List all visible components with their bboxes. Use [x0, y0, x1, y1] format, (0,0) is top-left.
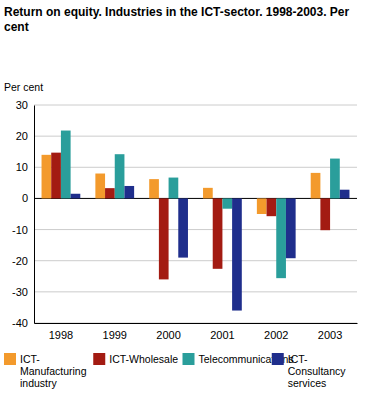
title: Return on equity. Industries in the ICT-… — [4, 5, 350, 34]
bar — [213, 198, 223, 268]
x-tick: 2002 — [264, 323, 288, 341]
grid-line — [34, 167, 357, 168]
bar — [286, 198, 296, 258]
bar — [267, 198, 277, 216]
legend-swatch — [93, 353, 105, 365]
y-tick-label: 30 — [16, 99, 28, 111]
bar — [178, 198, 188, 257]
y-tick: 0 — [22, 192, 34, 204]
x-tick: 2001 — [210, 323, 234, 341]
x-tick-label: 2002 — [264, 329, 288, 341]
y-tick-label: -30 — [12, 286, 28, 298]
y-axis-line — [34, 106, 35, 324]
y-tick: 30 — [16, 99, 34, 111]
y-tick-label: 10 — [16, 161, 28, 173]
bar — [149, 179, 159, 198]
y-axis-title: Per cent — [4, 81, 43, 93]
legend-swatch — [272, 353, 284, 365]
bar — [203, 188, 213, 199]
bar — [276, 198, 286, 278]
y-tick: -40 — [12, 317, 34, 329]
legend-swatch — [183, 353, 195, 365]
x-tick-label: 1998 — [49, 329, 73, 341]
grid-line — [34, 136, 357, 137]
bar — [159, 198, 169, 279]
x-axis: 1998 1999 2000 2001 2002 2003 — [35, 323, 358, 341]
y-tick-label: 0 — [22, 192, 28, 204]
bar — [42, 155, 52, 199]
y-tick-label: 20 — [16, 130, 28, 142]
x-tick: 2003 — [318, 323, 342, 341]
x-tick-label: 2000 — [156, 329, 180, 341]
bar — [340, 190, 350, 199]
legend-swatch — [4, 353, 16, 365]
x-tick: 2000 — [156, 323, 180, 341]
grid-line — [34, 291, 357, 292]
bar — [115, 154, 125, 198]
bar — [311, 173, 321, 199]
grid-line — [34, 198, 357, 199]
legend-label: Telecommunications — [199, 353, 294, 365]
y-tick: -10 — [12, 224, 34, 236]
bar — [61, 131, 71, 199]
x-tick-label: 1999 — [103, 329, 127, 341]
bar — [232, 198, 242, 310]
legend-label: ICT-Wholesale — [109, 353, 178, 365]
grid-line — [34, 323, 357, 324]
grid-line — [34, 260, 357, 261]
legend-label: ICT-Manufacturingindustry — [20, 353, 87, 389]
grid-line — [34, 105, 357, 106]
y-tick-label: -20 — [12, 255, 28, 267]
bar — [320, 198, 330, 230]
legend: ICT-Manufacturingindustry ICT-Wholesale Te… — [4, 353, 346, 389]
bar — [95, 174, 105, 199]
bar — [169, 178, 179, 199]
x-tick: 1999 — [103, 323, 127, 341]
x-tick: 1998 — [49, 323, 73, 341]
x-tick-label: 2001 — [210, 329, 234, 341]
bar — [71, 194, 81, 199]
y-tick: 10 — [16, 161, 34, 173]
x-axis-line — [35, 323, 358, 324]
y-tick-label: -10 — [12, 224, 28, 236]
bar — [222, 198, 232, 208]
y-axis: -40 -30 -20 -10 0 10 20 30 — [12, 99, 34, 329]
y-tick: -30 — [12, 286, 34, 298]
y-tick-label: -40 — [12, 317, 28, 329]
bar — [124, 186, 134, 198]
y-tick: 20 — [16, 130, 34, 142]
legend-label: ICT-Consultancyservices — [288, 353, 347, 389]
bar — [330, 159, 340, 199]
x-tick-label: 2003 — [318, 329, 342, 341]
y-tick: -20 — [12, 255, 34, 267]
bar — [51, 153, 61, 199]
bars — [42, 131, 350, 311]
chart: Return on equity. Industries in the ICT-… — [0, 0, 365, 418]
bar — [257, 198, 267, 214]
bar — [105, 188, 115, 198]
grid-line — [34, 229, 357, 230]
